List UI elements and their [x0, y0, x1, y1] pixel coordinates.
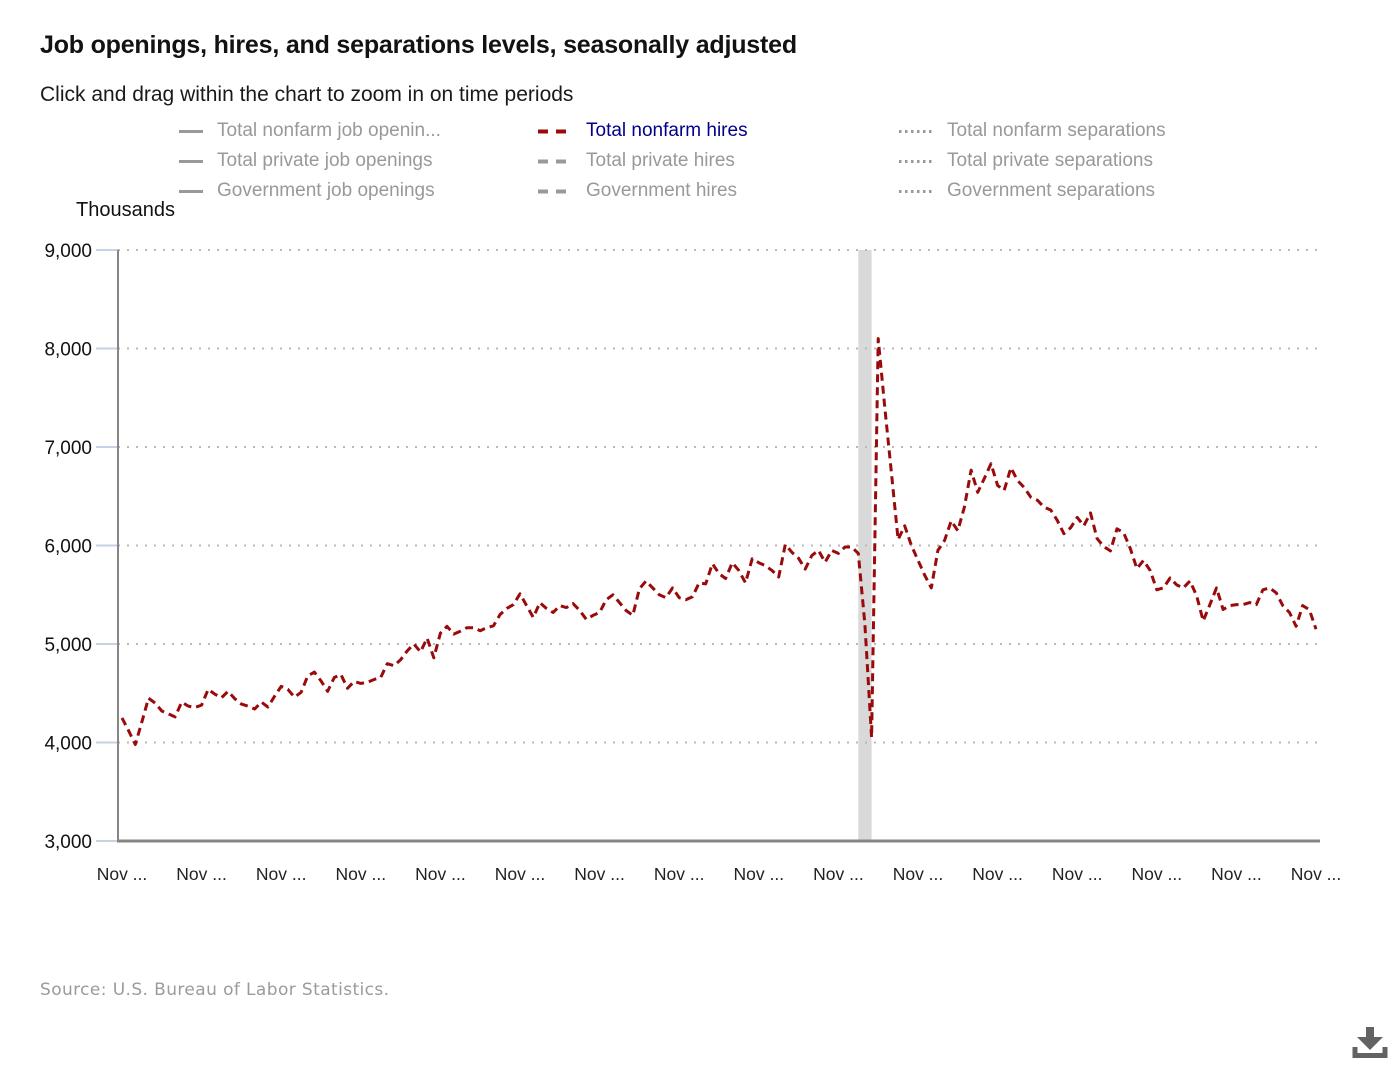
x-axis-label: Nov ... — [574, 864, 625, 884]
solid-line-swatch — [179, 159, 203, 163]
legend-label: Government hires — [586, 180, 738, 201]
legend-label: Total nonfarm separations — [947, 120, 1166, 141]
y-axis-label: 9,000 — [44, 241, 92, 262]
source-note: Source: U.S. Bureau of Labor Statistics. — [40, 980, 390, 1000]
legend-item-government-job-openings[interactable]: Government job openings — [178, 176, 441, 206]
y-axis-label: 4,000 — [44, 734, 92, 755]
x-axis-label: Nov ... — [1211, 864, 1262, 884]
chart-legend: Total nonfarm job openin... Total privat… — [0, 116, 1400, 211]
x-axis-label: Nov ... — [1132, 864, 1183, 884]
x-axis-label: Nov ... — [1291, 864, 1342, 884]
solid-line-swatch — [179, 129, 203, 133]
legend-label: Total private hires — [586, 150, 735, 171]
x-axis-label: Nov ... — [495, 864, 546, 884]
recession-band — [858, 250, 872, 841]
legend-item-government-separations[interactable]: Government separations — [898, 176, 1166, 206]
x-axis-label: Nov ... — [1052, 864, 1103, 884]
x-axis-label: Nov ... — [972, 864, 1023, 884]
solid-line-swatch — [179, 189, 203, 193]
legend-item-total-private-hires[interactable]: Total private hires — [537, 146, 748, 176]
x-axis-label: Nov ... — [97, 864, 148, 884]
legend-item-total-private-job-openings[interactable]: Total private job openings — [178, 146, 441, 176]
page-title: Job openings, hires, and separations lev… — [40, 30, 797, 59]
x-axis-label: Nov ... — [893, 864, 944, 884]
x-axis-label: Nov ... — [336, 864, 387, 884]
dashed-line-swatch — [538, 159, 572, 163]
download-button[interactable] — [1344, 1016, 1396, 1072]
chart-instructions: Click and drag within the chart to zoom … — [40, 83, 574, 106]
dashed-line-swatch — [538, 189, 572, 193]
legend-item-government-hires[interactable]: Government hires — [537, 176, 748, 206]
legend-label: Total nonfarm hires — [586, 120, 748, 141]
x-axis-label: Nov ... — [654, 864, 705, 884]
download-icon — [1352, 1027, 1388, 1058]
y-axis-label: 5,000 — [44, 635, 92, 656]
legend-label: Total private job openings — [217, 150, 433, 171]
legend-item-total-private-separations[interactable]: Total private separations — [898, 146, 1166, 176]
y-axis-label: 7,000 — [44, 438, 92, 459]
legend-column-separations: Total nonfarm separations Total private … — [898, 116, 1166, 206]
x-axis-label: Nov ... — [176, 864, 227, 884]
x-axis-label: Nov ... — [256, 864, 307, 884]
legend-column-openings: Total nonfarm job openin... Total privat… — [178, 116, 441, 206]
legend-label: Government separations — [947, 180, 1156, 201]
y-axis-label: 8,000 — [44, 340, 92, 361]
legend-label: Government job openings — [217, 180, 435, 201]
y-axis-unit-label: Thousands — [76, 199, 175, 221]
legend-item-total-nonfarm-hires[interactable]: Total nonfarm hires — [537, 116, 748, 146]
x-axis-label: Nov ... — [734, 864, 785, 884]
y-axis-label: 6,000 — [44, 537, 92, 558]
legend-item-total-nonfarm-job-openings[interactable]: Total nonfarm job openin... — [178, 116, 441, 146]
series-total-nonfarm-hires — [120, 337, 1318, 746]
y-axis-label: 3,000 — [44, 832, 92, 853]
legend-label: Total private separations — [947, 150, 1153, 171]
dashed-line-swatch — [538, 129, 572, 133]
legend-label: Total nonfarm job openin... — [217, 120, 441, 141]
x-axis-label: Nov ... — [813, 864, 864, 884]
x-axis-label: Nov ... — [415, 864, 466, 884]
legend-item-total-nonfarm-separations[interactable]: Total nonfarm separations — [898, 116, 1166, 146]
legend-column-hires: Total nonfarm hires Total private hires … — [537, 116, 748, 206]
